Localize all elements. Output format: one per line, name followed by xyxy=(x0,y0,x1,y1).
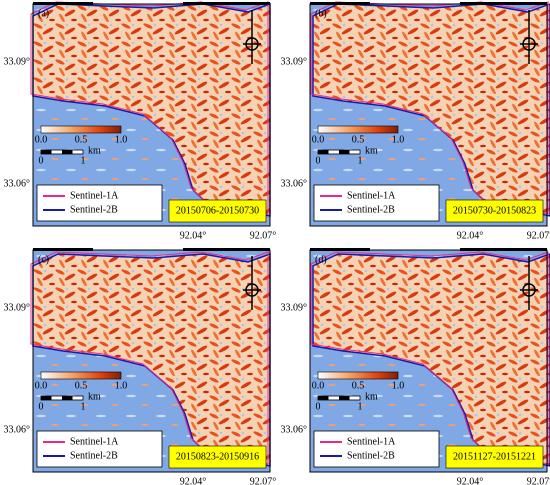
lon-label: 92.04° xyxy=(457,230,484,241)
legend-label: Sentinel-2B xyxy=(347,204,395,215)
lat-label: 33.09° xyxy=(4,56,31,67)
legend-label: Sentinel-1A xyxy=(70,436,119,447)
scale-label: 0 xyxy=(39,401,44,412)
legend-label: Sentinel-2B xyxy=(347,450,395,461)
map-frame xyxy=(309,249,548,473)
lat-label: 33.09° xyxy=(281,56,308,67)
map-panel: (b) 0.0 0.5 1.0 0 1km Sentinel-1A Sentinel-2B 20… xyxy=(281,1,550,241)
map-frame xyxy=(309,3,548,227)
lon-label: 92.07° xyxy=(250,230,277,241)
colorbar-tick-label: 0.0 xyxy=(35,380,48,391)
scale-label: 1 xyxy=(81,155,86,166)
scale-label: km xyxy=(365,145,378,156)
glacier-area xyxy=(313,4,550,216)
map-panel: (c) 0.0 0.5 1.0 0 1km Sentinel-1A Sentinel-2B 20… xyxy=(4,248,277,485)
frame-top xyxy=(460,248,547,251)
glacier-area xyxy=(33,254,270,466)
legend-label: Sentinel-1A xyxy=(347,436,396,447)
scale-bar xyxy=(318,150,329,154)
colorbar xyxy=(317,125,399,134)
colorbar-tick-label: 1.0 xyxy=(115,380,128,391)
date-box xyxy=(168,445,267,469)
scale-bar xyxy=(62,150,73,154)
map-frame xyxy=(32,3,271,227)
frame-top xyxy=(310,248,370,251)
lat-label: 33.09° xyxy=(281,302,308,313)
date-label: 20150730-20150823 xyxy=(453,205,536,216)
colorbar-tick-label: 0.5 xyxy=(352,134,365,145)
scale-bar xyxy=(339,396,350,400)
legend-label: Sentinel-2B xyxy=(70,450,118,461)
map-panel: (d) 0.0 0.5 1.0 0 1km Sentinel-1A Sentinel-2B 20… xyxy=(281,248,550,485)
lon-label: 92.04° xyxy=(457,476,484,485)
panel-label: (d) xyxy=(315,254,327,265)
panel-label: (b) xyxy=(315,8,327,19)
lon-label: 92.07° xyxy=(527,476,550,485)
colorbar-tick-label: 0.5 xyxy=(75,134,88,145)
date-label: 20150823-20150916 xyxy=(176,451,259,462)
lon-label: 92.04° xyxy=(180,230,207,241)
colorbar-tick-label: 1.0 xyxy=(392,134,405,145)
frame-top xyxy=(310,2,370,5)
glacier-area xyxy=(33,4,270,216)
scale-label: 0 xyxy=(316,155,321,166)
legend-box xyxy=(313,430,440,468)
colorbar-tick-label: 1.0 xyxy=(392,380,405,391)
legend-box xyxy=(36,430,163,468)
date-box xyxy=(445,445,544,469)
colorbar-tick-label: 0.0 xyxy=(312,134,325,145)
colorbar xyxy=(40,371,122,380)
colorbar-tick-label: 0.0 xyxy=(312,380,325,391)
lat-label: 33.06° xyxy=(281,178,308,189)
date-label: 20151127-20151221 xyxy=(453,451,536,462)
frame-top xyxy=(460,2,547,5)
lat-label: 33.09° xyxy=(4,302,31,313)
panel-label: (a) xyxy=(38,8,49,19)
colorbar-tick-label: 0.0 xyxy=(35,134,48,145)
scale-label: 1 xyxy=(358,401,363,412)
date-label: 20150706-20150730 xyxy=(176,205,259,216)
scale-bar xyxy=(41,150,52,154)
lat-label: 33.06° xyxy=(4,178,31,189)
date-box xyxy=(168,199,267,223)
legend-label: Sentinel-1A xyxy=(347,190,396,201)
colorbar-tick-label: 1.0 xyxy=(115,134,128,145)
frame-top xyxy=(183,248,270,251)
scale-label: km xyxy=(88,391,101,402)
lon-label: 92.07° xyxy=(250,476,277,485)
scale-label: 1 xyxy=(358,155,363,166)
lon-label: 92.04° xyxy=(180,476,207,485)
frame-top xyxy=(33,2,93,5)
scale-label: km xyxy=(365,391,378,402)
frame-top xyxy=(33,248,93,251)
lat-label: 33.06° xyxy=(281,424,308,435)
scale-label: 0 xyxy=(39,155,44,166)
glacier-area xyxy=(313,254,550,466)
scale-bar xyxy=(318,396,329,400)
map-panel: (a) 0.0 0.5 1.0 0 1km Sentinel-1A Sentinel-2B 20… xyxy=(4,1,277,241)
scale-bar xyxy=(41,396,52,400)
scale-bar xyxy=(339,150,350,154)
lat-label: 33.06° xyxy=(4,424,31,435)
legend-label: Sentinel-1A xyxy=(70,190,119,201)
colorbar-tick-label: 0.5 xyxy=(352,380,365,391)
legend-box xyxy=(313,184,440,222)
scale-label: 1 xyxy=(81,401,86,412)
legend-box xyxy=(36,184,163,222)
scale-bar xyxy=(62,396,73,400)
scale-label: 0 xyxy=(316,401,321,412)
colorbar-tick-label: 0.5 xyxy=(75,380,88,391)
frame-top xyxy=(183,2,270,5)
colorbar xyxy=(40,125,122,134)
colorbar xyxy=(317,371,399,380)
map-frame xyxy=(32,249,271,473)
scale-label: km xyxy=(88,145,101,156)
legend-label: Sentinel-2B xyxy=(70,204,118,215)
date-box xyxy=(445,199,544,223)
lon-label: 92.07° xyxy=(527,230,550,241)
panel-label: (c) xyxy=(38,254,49,265)
